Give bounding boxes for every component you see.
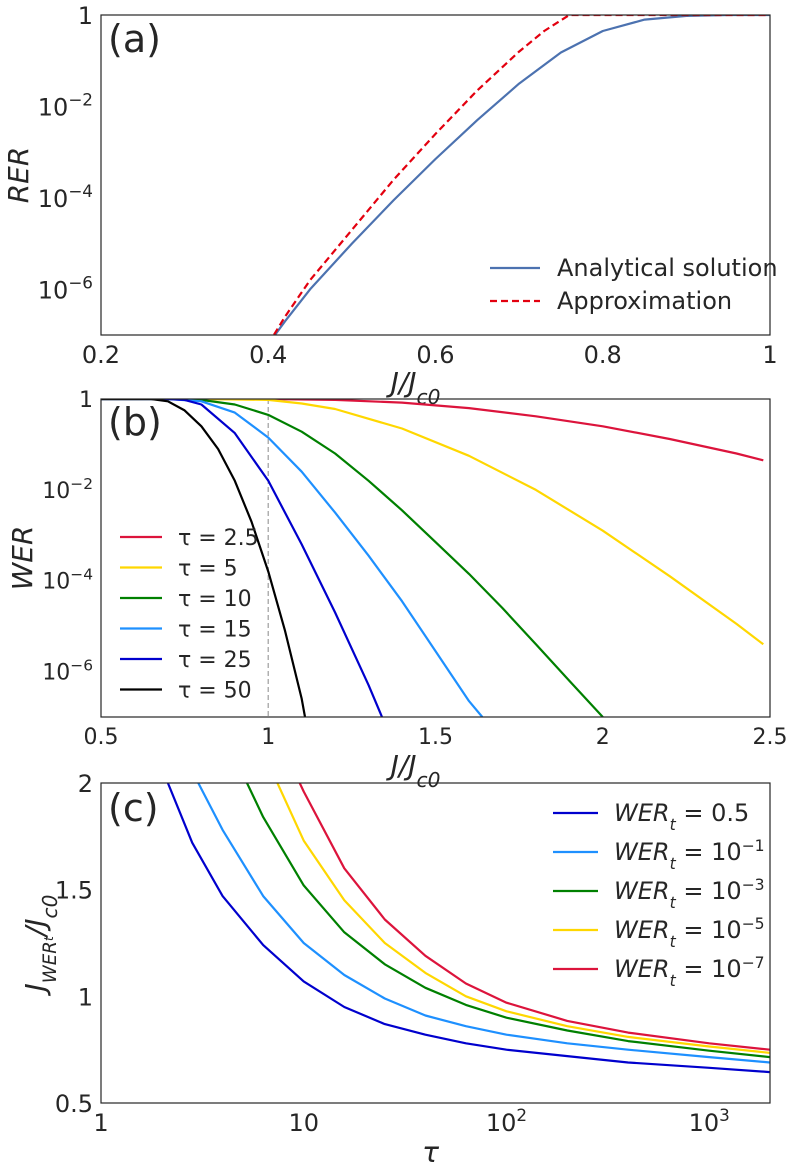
panel-c-y-tick-label: 0.5 [55,1090,93,1118]
panel-c-series-0 [166,783,770,1074]
panel-b-series-1 [101,399,764,646]
panel-a-plot-area [272,15,770,335]
panel-c-x-tick-label: 102 [486,1105,527,1137]
panel-a-y-tick-label: 10−6 [38,272,93,304]
panel-b-y-tick-label: 10−2 [42,475,93,504]
panel-c-label: (c) [108,786,159,830]
panel-b-label: (b) [108,400,162,444]
panel-a-x-tick-label: 0.2 [82,341,120,369]
panel-c-legend-label: WERt = 10−7 [614,954,765,990]
panel-a-frame [100,14,771,336]
panel-b-x-tick-label: 0.5 [84,725,119,750]
panel-c-series-4 [298,783,770,1051]
panel-a-x-tick-label: 1 [762,341,777,369]
panel-b-legend-label: τ = 50 [178,679,252,704]
panel-c-series-2 [246,783,770,1059]
panel-c-legend-label: WERt = 10−5 [614,915,765,951]
panel-b-y-tick-label: 10−4 [42,566,93,595]
panel-c-series-3 [276,783,770,1054]
panel-b-legend-label: τ = 10 [178,587,252,612]
panel-c-x-axis-label: τ [422,1136,439,1169]
panel-c-y-tick-label: 1.5 [55,877,93,905]
panel-b-x-tick-label: 2.5 [753,725,788,750]
panel-a-x-tick-label: 0.8 [584,341,622,369]
panel-c-x-tick-label: 10 [288,1109,319,1137]
panel-a-x-tick-label: 0.6 [416,341,454,369]
panel-b-series-5 [101,399,307,717]
panel-c-y-tick-label: 2 [78,770,93,798]
panel-a-series-0 [273,15,770,335]
panel-b-x-tick-label: 1.5 [418,725,453,750]
panel-c-y-tick-label: 1 [78,983,93,1011]
panel-c-series-1 [197,783,770,1064]
panel-b-legend-label: τ = 15 [178,618,252,643]
panel-a-y-axis-label: RER [2,147,35,204]
panel-b-y-tick-label: 1 [79,388,93,413]
panel-b-y-axis-label: WER [6,526,39,591]
panel-c-y-axis-label: JWERt/Jc0 [19,895,62,997]
panel-b-series-0 [101,399,764,462]
panel-a-y-tick-label: 1 [78,2,93,30]
panel-c-legend-label: WERt = 0.5 [614,799,749,834]
panel-a-x-axis-label: J/Jc0 [386,366,441,409]
panel-a-x-tick-label: 0.4 [249,341,287,369]
panel-b-x-axis-label: J/Jc0 [386,749,441,792]
panel-b-y-tick-label: 10−6 [42,657,93,686]
panel-c-x-tick-label: 1 [93,1109,108,1137]
panel-b-series-3 [101,399,484,717]
panel-b-x-tick-label: 1 [261,725,275,750]
panel-b-legend-label: τ = 5 [178,557,238,582]
panel-b-legend-label: τ = 2.5 [178,526,259,551]
panel-a-y-tick-label: 10−4 [38,181,93,213]
panel-c-legend-label: WERt = 10−3 [614,876,765,912]
panel-a-y-tick-label: 10−2 [38,89,93,121]
panel-a-label: (a) [108,17,161,61]
panel-b-x-tick-label: 2 [596,725,610,750]
panel-b-frame [100,398,771,718]
panel-c-plot-area [166,783,770,1074]
panel-c-x-tick-label: 103 [689,1105,730,1137]
panel-c-frame [100,782,771,1104]
panel-a-legend-label: Approximation [557,287,732,315]
panel-b-legend-label: τ = 25 [178,648,252,673]
panel-b-series-2 [101,399,604,717]
panel-a-legend-label: Analytical solution [557,254,778,282]
panel-c-legend-label: WERt = 10−1 [614,837,765,873]
